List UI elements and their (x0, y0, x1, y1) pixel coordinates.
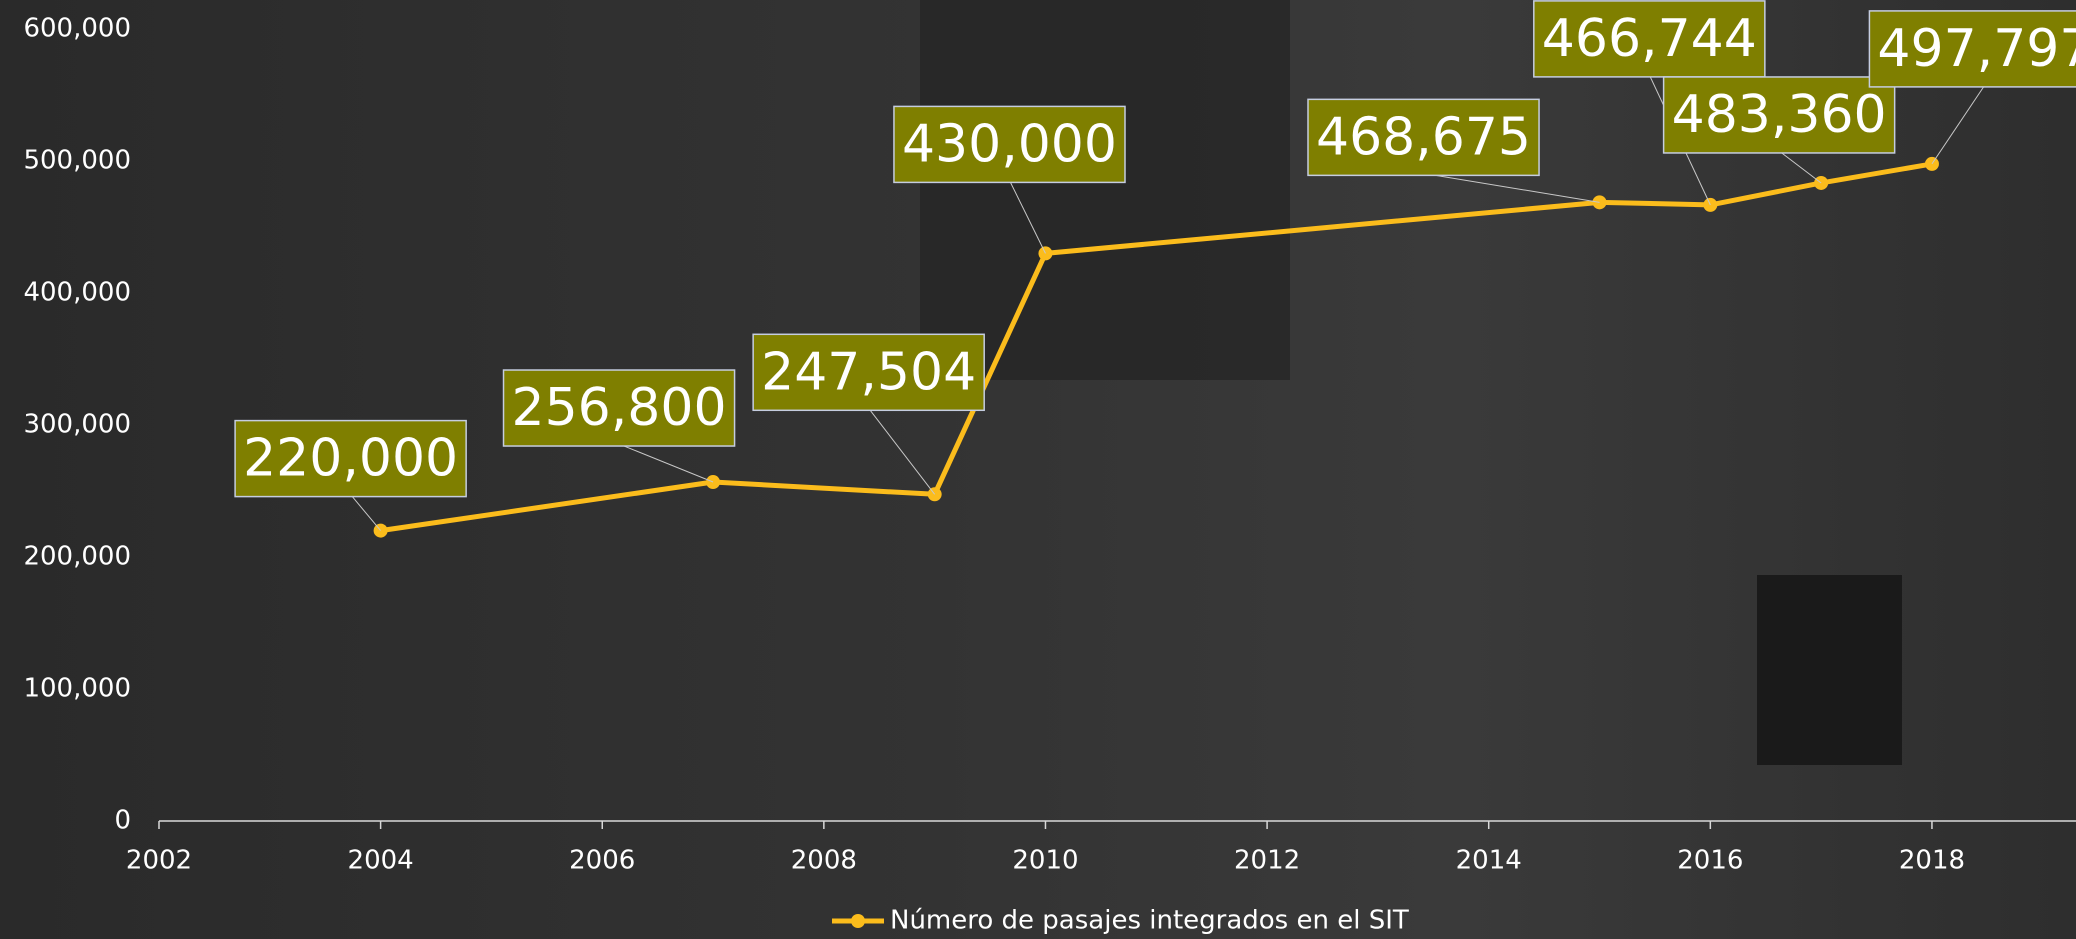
leader-line (618, 443, 714, 483)
x-tick-label: 2010 (1012, 846, 1078, 876)
data-label: 247,504 (761, 342, 976, 402)
data-label-box (1868, 10, 2076, 88)
data-label: 466,744 (1542, 9, 1757, 69)
data-label-box (1662, 76, 1896, 154)
data-label-box (502, 369, 736, 447)
x-tick-label: 2014 (1456, 846, 1522, 876)
data-label: 430,000 (902, 114, 1117, 174)
x-tick-label: 2018 (1899, 846, 1965, 876)
leader-line (1009, 180, 1046, 254)
line (380, 161, 1933, 534)
leader-line (1931, 84, 1986, 165)
y-tick-label: 100,000 (23, 674, 131, 704)
x-tick-label: 2004 (348, 846, 414, 876)
leader-line (1423, 172, 1600, 203)
y-tick-label: 0 (114, 806, 131, 836)
data-label: 483,360 (1672, 85, 1887, 145)
legend-marker (851, 914, 865, 928)
data-label: 497,797 (1877, 19, 2076, 79)
x-tick-label: 2008 (791, 846, 857, 876)
data-label-box (752, 333, 985, 412)
leader-line (868, 407, 936, 495)
x-tick-label: 2006 (569, 846, 635, 876)
legend-label: Número de pasajes integrados en el SIT (890, 906, 1409, 936)
leader-line (1778, 150, 1822, 184)
x-tick-label: 2012 (1234, 846, 1300, 876)
data-label-box (1533, 0, 1766, 78)
y-tick-label: 200,000 (23, 542, 131, 572)
x-tick-label: 2002 (126, 846, 192, 876)
y-tick-label: 500,000 (23, 146, 131, 176)
y-tick-label: 400,000 (23, 278, 131, 308)
y-tick-label: 300,000 (23, 410, 131, 440)
data-label-box (234, 419, 467, 498)
data-label: 256,800 (512, 378, 727, 438)
bus-shape (920, 0, 1290, 380)
y-tick-label: 600,000 (23, 14, 131, 44)
data-label-box (893, 105, 1126, 184)
data-label-box (1307, 98, 1540, 177)
data-label: 220,000 (243, 429, 458, 489)
x-tick-label: 2016 (1677, 846, 1743, 876)
data-label: 468,675 (1316, 107, 1531, 167)
sign-shape (1757, 575, 1902, 765)
leader-line (350, 494, 382, 531)
